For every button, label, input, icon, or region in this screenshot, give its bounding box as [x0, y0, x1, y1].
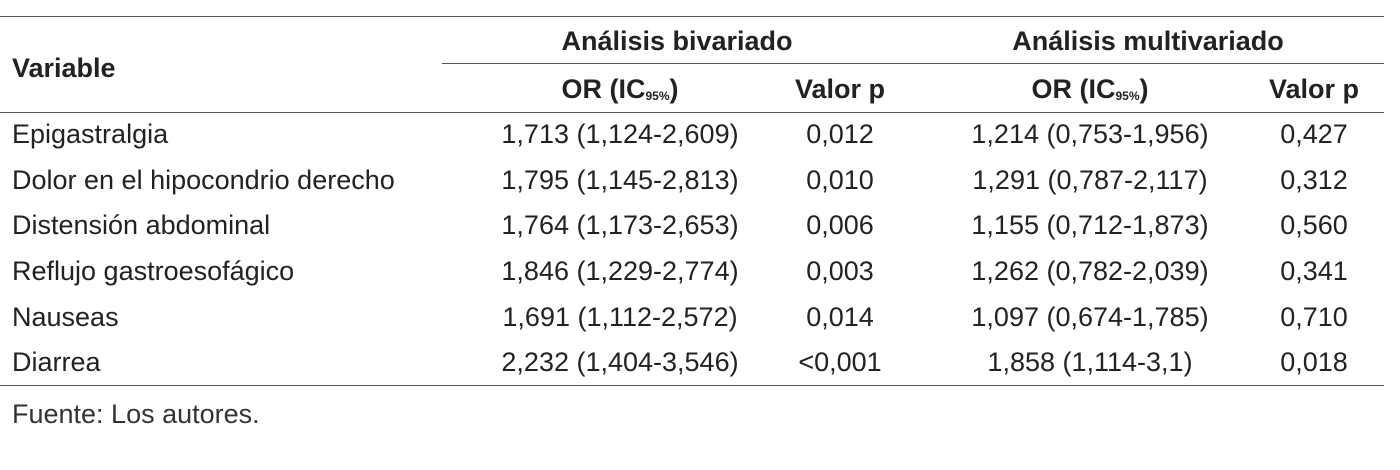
bivariate-group-header: Análisis bivariado [561, 26, 793, 56]
table-cell-or-multivariate: 1,214 (0,753-1,956) [971, 119, 1209, 149]
table-cell-p-bivariate: 0,006 [806, 210, 874, 240]
multivariate-group-header: Análisis multivariado [1012, 26, 1284, 56]
or-label: OR (IC [561, 74, 646, 104]
table-cell-p-bivariate: 0,014 [806, 302, 874, 332]
p-multivariate-header: Valor p [1268, 74, 1360, 104]
table-cell-p-multivariate: 0,341 [1280, 256, 1348, 286]
header-bottom-rule [0, 112, 1384, 113]
or-subscript: 95% [645, 89, 670, 103]
variable-column-header: Variable [12, 53, 116, 83]
table-footnote: Fuente: Los autores. [12, 399, 260, 429]
or-label: OR (IC [1031, 74, 1116, 104]
or-close: ) [669, 74, 679, 104]
table-cell-p-bivariate: 0,003 [806, 256, 874, 286]
table-top-rule [0, 16, 1384, 17]
table-cell-or-bivariate: 2,232 (1,404-3,546) [501, 347, 739, 377]
table-cell-p-multivariate: 0,018 [1280, 347, 1348, 377]
table-cell-or-bivariate: 1,691 (1,112-2,572) [502, 302, 738, 332]
table-cell-p-bivariate: <0,001 [798, 347, 882, 377]
table-cell-or-bivariate: 1,846 (1,229-2,774) [501, 256, 739, 286]
table-cell-p-bivariate: 0,012 [806, 119, 874, 149]
table-cell-or-bivariate: 1,713 (1,124-2,609) [501, 119, 739, 149]
table-row-variable: Distensión abdominal [12, 210, 271, 240]
or-bivariate-header: OR (IC95%) [470, 73, 770, 110]
table-cell-or-bivariate: 1,795 (1,145-2,813) [501, 165, 739, 195]
table-cell-p-multivariate: 0,312 [1280, 165, 1348, 195]
or-multivariate-header: OR (IC95%) [940, 73, 1240, 110]
table-bottom-rule [0, 385, 1384, 386]
table-row-variable: Reflujo gastroesofágico [12, 256, 295, 286]
table-row-variable: Epigastralgia [12, 119, 169, 149]
table-cell-or-multivariate: 1,291 (0,787-2,117) [972, 165, 1208, 195]
table-cell-p-multivariate: 0,560 [1280, 210, 1348, 240]
table-row-variable: Diarrea [12, 347, 101, 377]
table-cell-p-multivariate: 0,710 [1280, 302, 1348, 332]
table-row-variable: Nauseas [12, 302, 119, 332]
p-bivariate-header: Valor p [794, 74, 886, 104]
table-cell-p-multivariate: 0,427 [1280, 119, 1348, 149]
group-header-rule [442, 63, 1384, 64]
or-close: ) [1139, 74, 1149, 104]
table-cell-or-multivariate: 1,858 (1,114-3,1) [987, 347, 1193, 377]
table-cell-or-multivariate: 1,155 (0,712-1,873) [971, 210, 1209, 240]
table-cell-or-multivariate: 1,097 (0,674-1,785) [971, 302, 1209, 332]
table-row-variable: Dolor en el hipocondrio derecho [12, 165, 395, 195]
table-cell-or-multivariate: 1,262 (0,782-2,039) [971, 256, 1209, 286]
or-subscript: 95% [1115, 89, 1140, 103]
table-cell-or-bivariate: 1,764 (1,173-2,653) [501, 210, 739, 240]
table-cell-p-bivariate: 0,010 [806, 165, 874, 195]
